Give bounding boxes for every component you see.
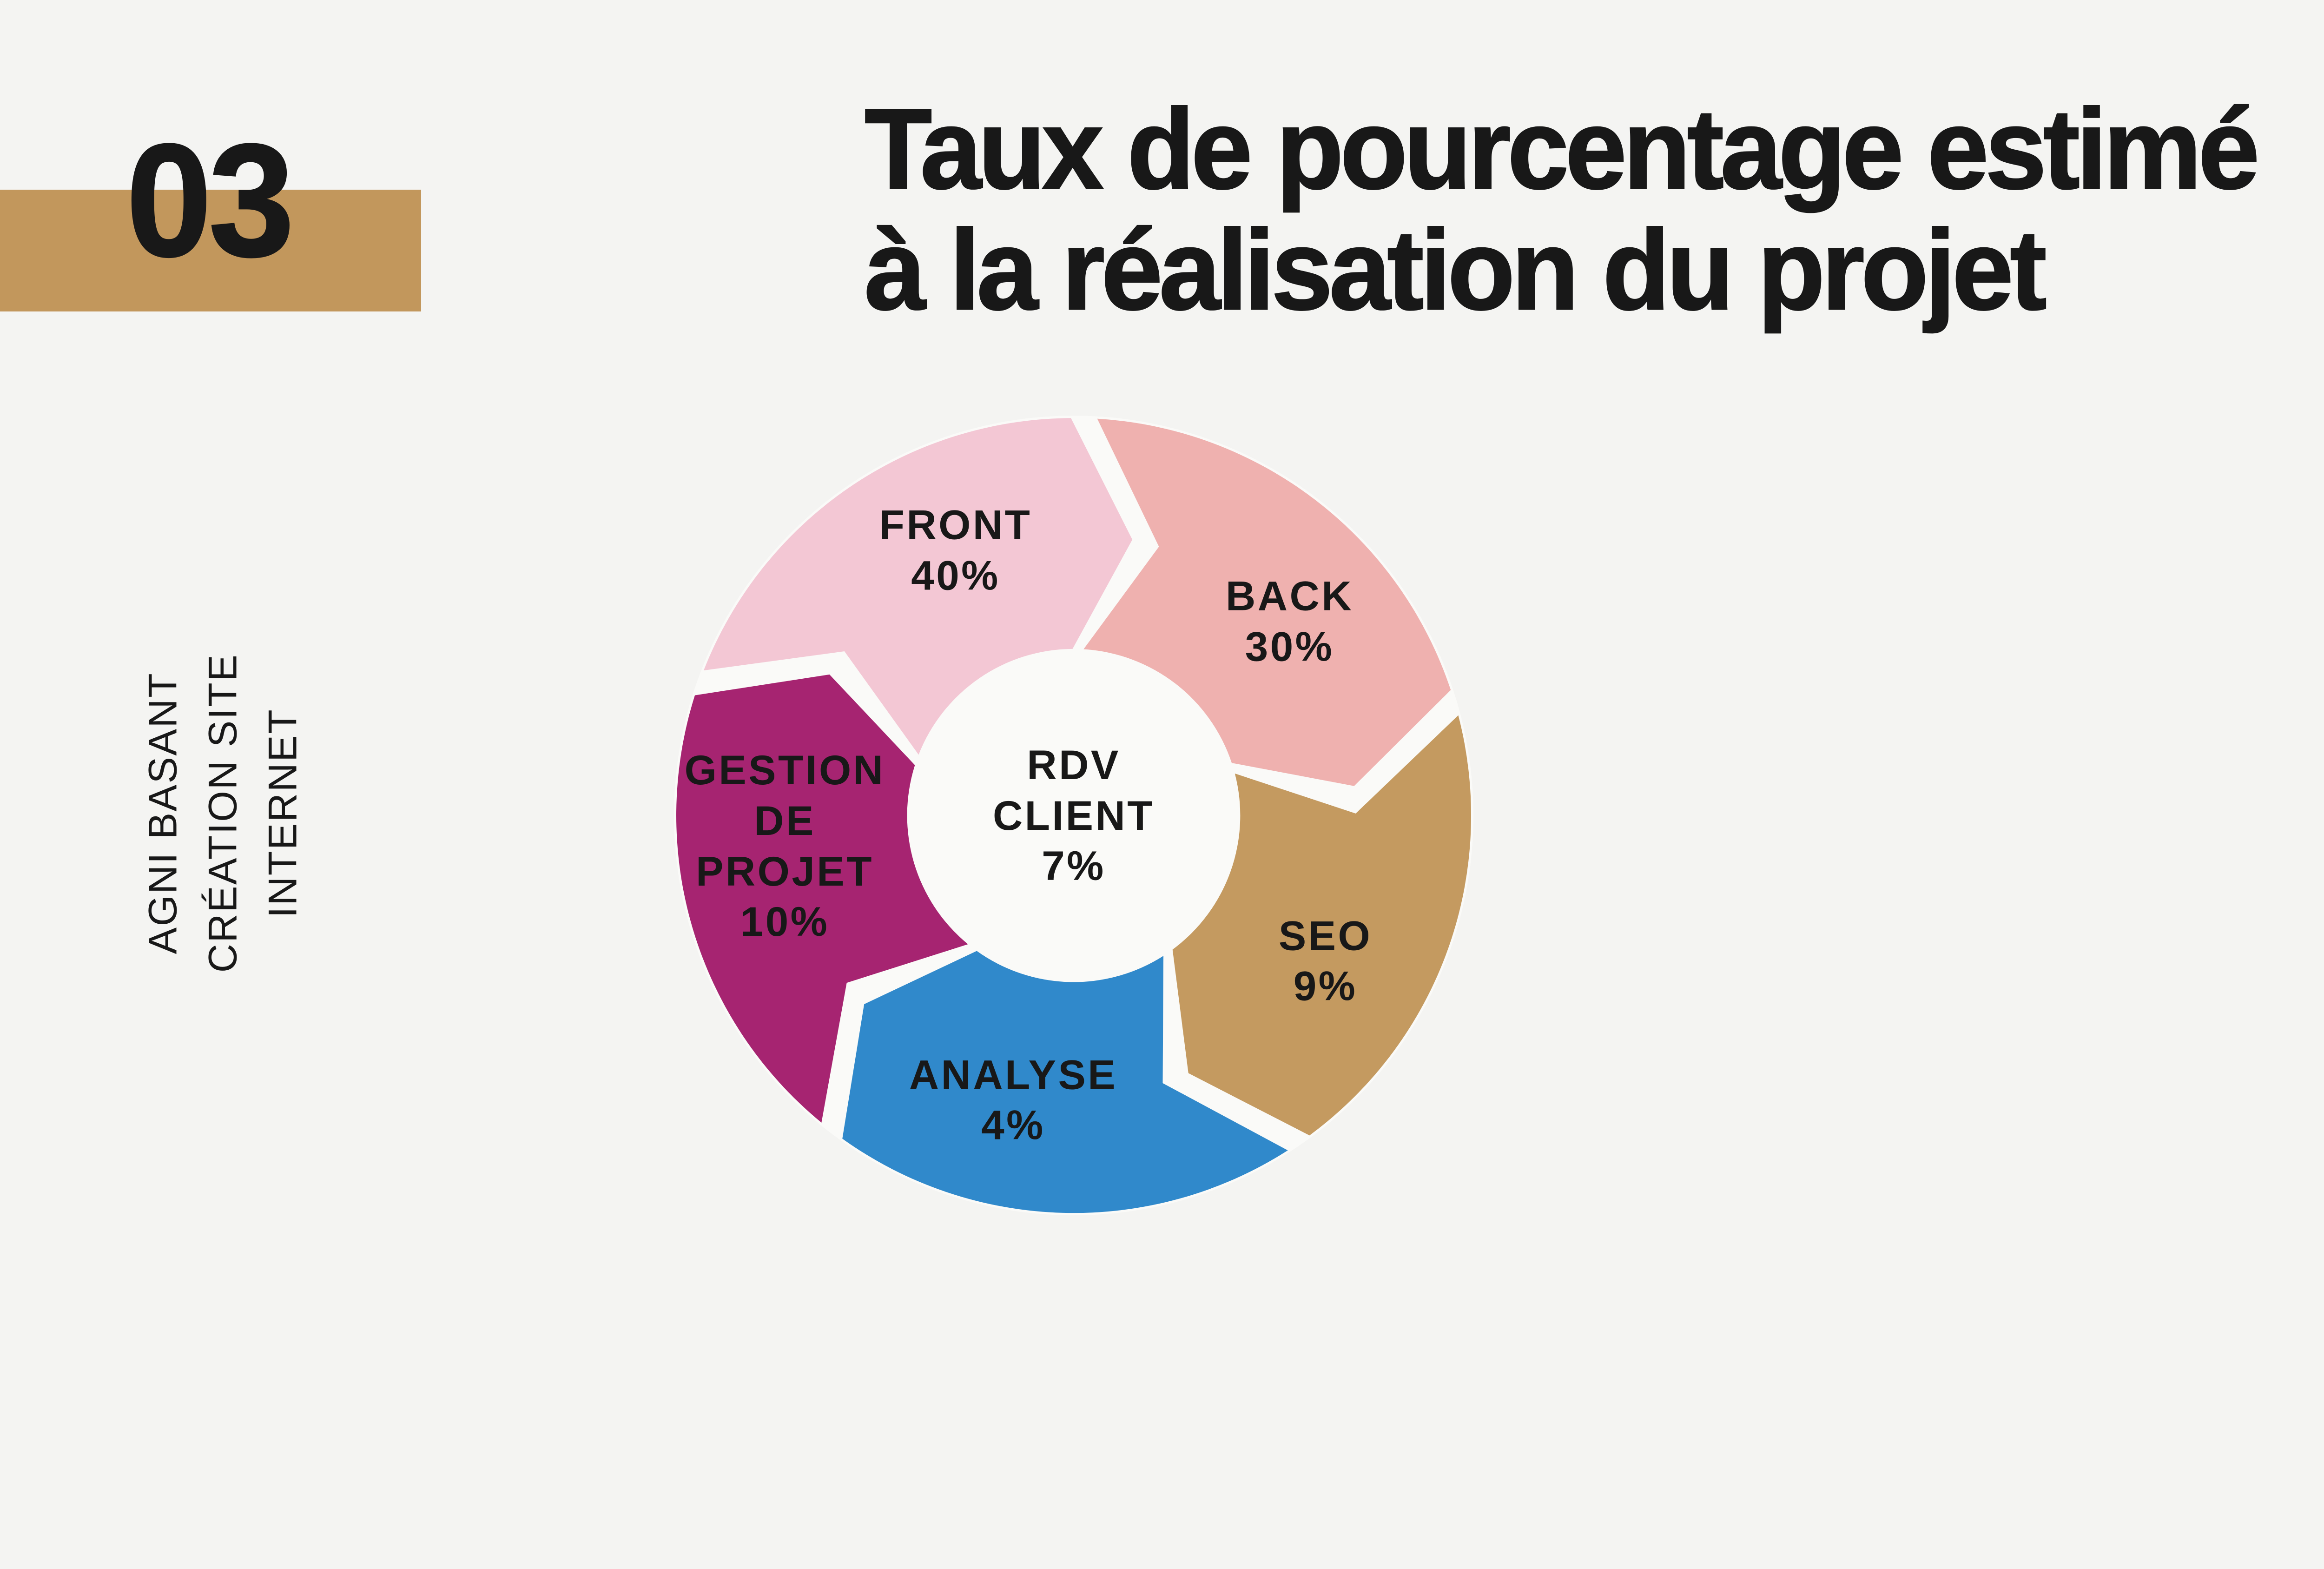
label-line: FRONT — [879, 501, 1032, 548]
chart-label-analyse: ANALYSE 4% — [909, 1049, 1117, 1150]
label-line: 4% — [981, 1101, 1045, 1148]
label-line: BACK — [1226, 572, 1353, 619]
chart-label-seo: SEO 9% — [1279, 910, 1372, 1011]
chart-segment-seo — [1172, 715, 1472, 1136]
label-line: 10% — [740, 898, 830, 945]
chart-segment-back — [1083, 418, 1451, 786]
cycle-chart — [676, 418, 1472, 1213]
chart-segment-analyse — [842, 951, 1288, 1213]
chart-segment-gestion-de-projet — [676, 674, 968, 1123]
slide-canvas: 03 Taux de pourcentage estimé à la réalis… — [0, 87, 2260, 1213]
label-line: RDV — [1027, 741, 1121, 788]
chart-segment-front — [703, 418, 1133, 755]
label-line: 9% — [1293, 962, 1358, 1009]
label-line: GESTION — [684, 747, 885, 794]
label-line: ANALYSE — [909, 1051, 1118, 1098]
label-line: 7% — [1042, 842, 1106, 889]
chart-center-label: RDV CLIENT 7% — [993, 740, 1155, 891]
label-line: 40% — [911, 552, 1000, 599]
page-title: Taux de pourcentage estimé à la réalisati… — [864, 88, 2260, 333]
section-number: 03 — [125, 111, 295, 290]
chart-label-front: FRONT 40% — [879, 500, 1032, 601]
section-number-bar — [0, 189, 421, 312]
label-line: 30% — [1245, 622, 1334, 669]
label-line: SEO — [1278, 912, 1373, 959]
label-line: DE — [754, 797, 816, 844]
title-line-1: Taux de pourcentage estimé — [864, 85, 2260, 213]
label-line: PROJET — [696, 847, 874, 894]
chart-label-back: BACK 30% — [1226, 570, 1353, 671]
title-line-2: à la réalisation du projet — [864, 205, 2047, 333]
chart-label-gestion-de-projet: GESTION DE PROJET 10% — [685, 745, 885, 947]
label-line: CLIENT — [992, 792, 1155, 839]
